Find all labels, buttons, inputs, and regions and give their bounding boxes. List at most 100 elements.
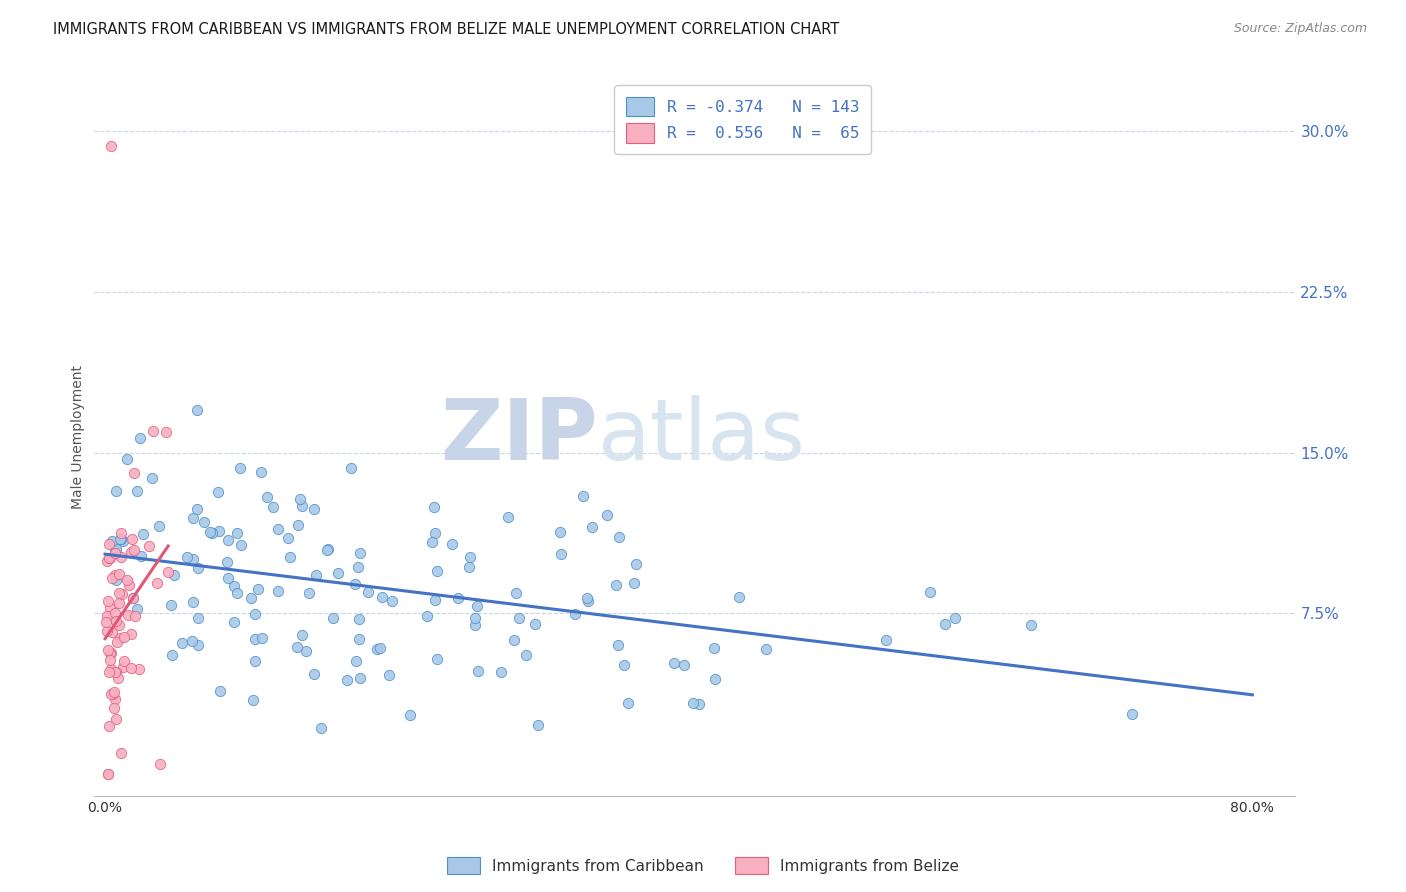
Point [426,652,449,666]
Point [110,549,132,564]
Point [340,461,363,475]
Point [117,608,139,623]
Point [366,641,388,656]
Point [564,607,586,621]
Point [280,549,302,564]
Point [222,615,245,629]
Point [108,566,131,581]
Point [122,591,145,606]
Point [336,673,359,687]
Point [187,638,209,652]
Point [187,561,209,575]
Point [247,582,270,596]
Point [266,584,288,599]
Point [104,665,127,679]
Point [704,672,727,686]
Point [107,596,129,610]
Point [100,139,122,153]
Point [572,489,595,503]
Point [550,547,572,561]
Point [441,537,464,551]
Point [703,641,725,656]
Point [207,484,229,499]
Point [217,556,239,570]
Point [1121,707,1143,722]
Point [193,515,215,529]
Point [447,591,470,605]
Point [98,550,121,565]
Point [624,558,647,572]
Point [662,656,685,670]
Point [117,578,139,592]
Point [285,640,308,655]
Point [103,685,125,699]
Point [378,668,401,682]
Point [131,526,153,541]
Point [423,526,446,541]
Point [100,646,122,660]
Point [607,530,630,544]
Point [181,594,204,608]
Point [122,542,145,557]
Point [162,648,184,663]
Point [163,568,186,582]
Point [943,611,966,625]
Point [368,641,391,656]
Point [112,630,135,644]
Point [370,591,392,605]
Point [125,483,148,498]
Point [97,593,120,607]
Legend: R = -0.374   N = 143, R =  0.556   N =  65: R = -0.374 N = 143, R = 0.556 N = 65 [614,86,870,154]
Point [104,606,127,620]
Point [548,524,571,539]
Point [148,519,170,533]
Point [875,633,897,648]
Point [399,707,422,722]
Point [120,627,142,641]
Point [217,571,239,585]
Point [105,665,128,679]
Point [138,539,160,553]
Point [225,525,247,540]
Point [141,470,163,484]
Point [224,579,246,593]
Y-axis label: Male Unemployment: Male Unemployment [72,365,86,508]
Point [111,534,134,549]
Point [349,546,371,560]
Point [105,483,128,498]
Point [595,508,617,522]
Text: ZIP: ZIP [440,395,599,478]
Text: IMMIGRANTS FROM CARIBBEAN VS IMMIGRANTS FROM BELIZE MALE UNEMPLOYMENT CORRELATIO: IMMIGRANTS FROM CARIBBEAN VS IMMIGRANTS … [53,22,839,37]
Point [107,586,129,600]
Point [523,617,546,632]
Point [357,584,380,599]
Point [673,657,696,672]
Point [176,549,198,564]
Point [291,628,314,642]
Point [508,610,530,624]
Point [326,566,349,580]
Point [120,545,142,559]
Point [496,510,519,524]
Point [503,632,526,647]
Point [242,693,264,707]
Point [97,643,120,657]
Point [100,662,122,676]
Point [101,625,124,640]
Point [108,532,131,546]
Point [934,616,956,631]
Point [122,466,145,480]
Point [302,667,325,681]
Point [97,766,120,780]
Point [250,466,273,480]
Point [170,636,193,650]
Point [613,657,636,672]
Point [465,599,488,613]
Point [298,585,321,599]
Point [97,767,120,781]
Point [262,500,284,515]
Point [129,549,152,564]
Point [94,615,117,630]
Point [100,571,122,585]
Point [101,533,124,548]
